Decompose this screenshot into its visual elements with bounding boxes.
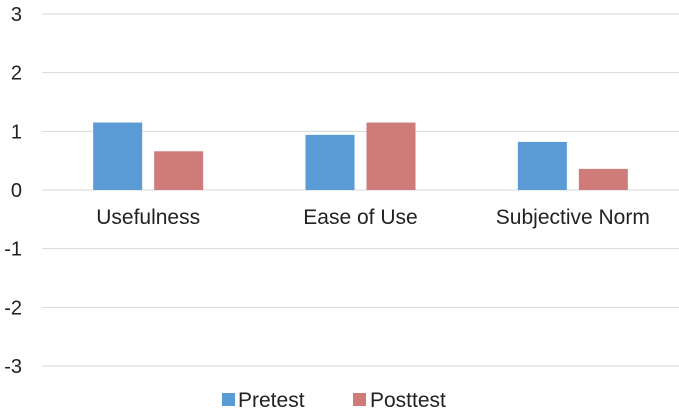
category-label: Usefulness (96, 206, 200, 229)
bar-posttest-1 (154, 151, 204, 190)
category-labels: Usefulness Ease of Use Subjective Norm (96, 206, 650, 229)
y-tick-label: -3 (4, 356, 22, 378)
category-label: Subjective Norm (496, 206, 650, 229)
bar-posttest-2 (366, 122, 416, 190)
bar-pretest-1 (93, 122, 143, 190)
y-tick-label: 3 (11, 4, 22, 26)
y-tick-label: 1 (11, 121, 22, 143)
bar-posttest-3 (578, 168, 628, 190)
y-tick-label: 2 (11, 63, 22, 85)
legend-label-posttest: Posttest (370, 389, 446, 412)
y-axis-ticks: 3 2 1 0 -1 -2 -3 (4, 4, 22, 378)
y-tick-label: -2 (4, 297, 22, 319)
legend: Pretest Posttest (222, 389, 446, 412)
legend-swatch-posttest (353, 393, 366, 406)
legend-swatch-pretest (222, 393, 235, 406)
bar-pretest-2 (305, 134, 355, 190)
gridlines (42, 13, 679, 367)
legend-label-pretest: Pretest (238, 389, 305, 412)
y-tick-label: -1 (4, 239, 22, 261)
category-label: Ease of Use (303, 206, 417, 229)
y-tick-label: 0 (11, 180, 22, 202)
bars (93, 122, 628, 190)
bar-pretest-3 (517, 141, 567, 190)
